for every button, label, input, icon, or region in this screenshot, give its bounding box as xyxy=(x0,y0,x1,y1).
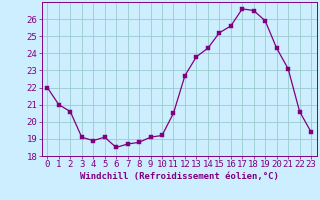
X-axis label: Windchill (Refroidissement éolien,°C): Windchill (Refroidissement éolien,°C) xyxy=(80,172,279,181)
